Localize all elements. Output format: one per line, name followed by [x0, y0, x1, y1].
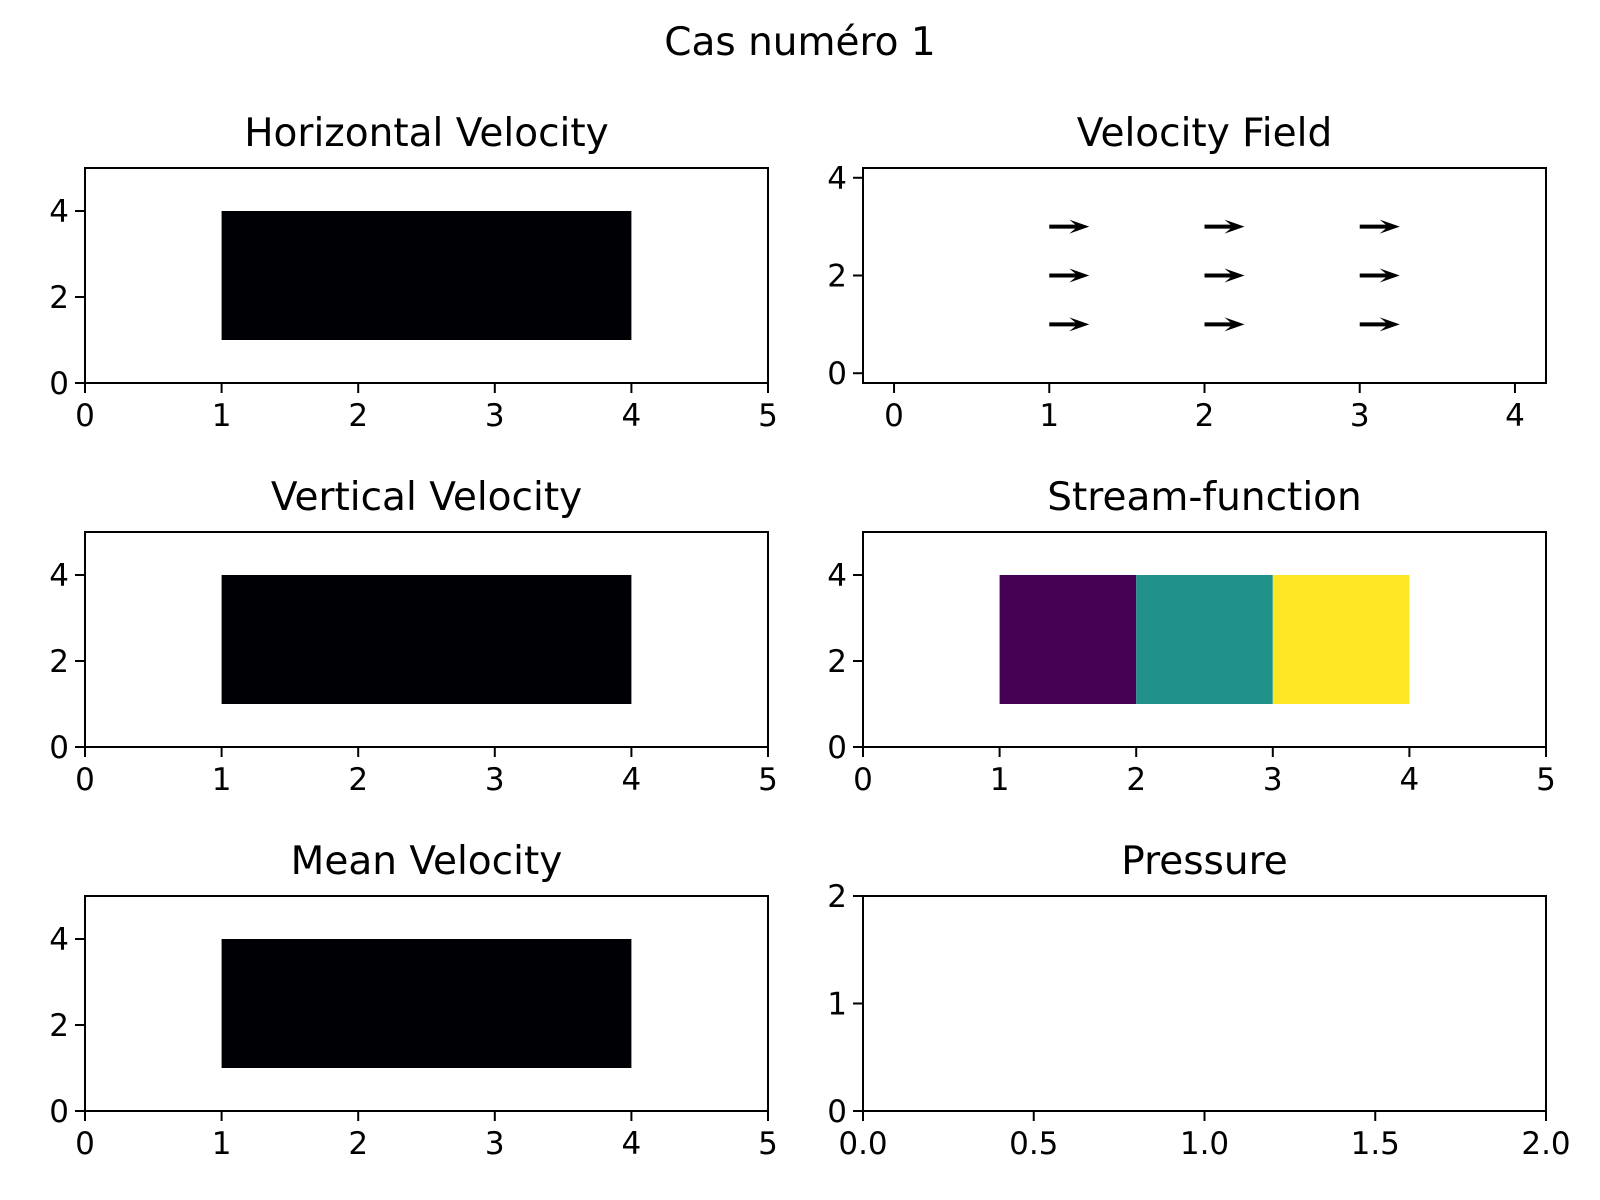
- heatmap-cell-stream-function-0: [999, 575, 1137, 704]
- x-tick-label-vertical-velocity: 2: [348, 762, 368, 798]
- y-tick-label-mean-velocity: 4: [49, 922, 69, 958]
- axes-frame-vertical-velocity: [84, 531, 769, 748]
- x-tick-label-stream-function: 1: [990, 762, 1010, 798]
- axes-frame-mean-velocity: [84, 895, 769, 1112]
- velocity-arrow-8: [1359, 219, 1400, 234]
- velocity-arrow-2: [1359, 317, 1400, 332]
- x-tick-label-velocity-field: 1: [1039, 398, 1059, 434]
- x-tick-label-vertical-velocity: 3: [485, 762, 505, 798]
- y-tick-label-stream-function: 2: [827, 644, 847, 680]
- y-tick-label-horizontal-velocity: 4: [49, 194, 69, 230]
- x-tick-label-mean-velocity: 5: [758, 1126, 778, 1162]
- velocity-arrow-5: [1359, 268, 1400, 283]
- x-tick-label-stream-function: 5: [1536, 762, 1556, 798]
- panel-title-mean-velocity: Mean Velocity: [291, 839, 563, 884]
- x-tick-label-mean-velocity: 1: [212, 1126, 232, 1162]
- y-tick-label-mean-velocity: 0: [49, 1094, 69, 1130]
- y-tick-label-velocity-field: 0: [827, 356, 847, 392]
- heatmap-cell-vertical-velocity-0: [221, 575, 632, 704]
- y-tick-label-stream-function: 4: [827, 558, 847, 594]
- panel-title-horizontal-velocity: Horizontal Velocity: [244, 111, 609, 156]
- velocity-arrow-7: [1204, 219, 1245, 234]
- plot-area-pressure: [863, 896, 1546, 1111]
- figure-suptitle: Cas numéro 1: [664, 20, 936, 65]
- axes-frame-stream-function: [862, 531, 1547, 748]
- x-tick-label-vertical-velocity: 5: [758, 762, 778, 798]
- x-tick-label-horizontal-velocity: 3: [485, 398, 505, 434]
- velocity-arrow-1: [1204, 317, 1245, 332]
- x-tick-label-pressure: 1.0: [1180, 1126, 1229, 1162]
- x-tick-label-mean-velocity: 4: [622, 1126, 642, 1162]
- y-tick-label-velocity-field: 4: [827, 161, 847, 197]
- y-tick-label-vertical-velocity: 2: [49, 644, 69, 680]
- heatmap-cell-stream-function-2: [1272, 575, 1410, 704]
- x-tick-label-vertical-velocity: 1: [212, 762, 232, 798]
- x-tick-label-stream-function: 3: [1263, 762, 1283, 798]
- x-tick-label-mean-velocity: 0: [75, 1126, 95, 1162]
- x-tick-label-horizontal-velocity: 4: [622, 398, 642, 434]
- heatmap-cell-mean-velocity-0: [221, 939, 632, 1068]
- x-tick-label-pressure: 1.5: [1351, 1126, 1400, 1162]
- panel-title-vertical-velocity: Vertical Velocity: [271, 475, 582, 520]
- x-tick-label-horizontal-velocity: 1: [212, 398, 232, 434]
- panel-stream-function: Stream-function 0 1 2 3 4 5 0 2 4: [827, 475, 1556, 798]
- x-tick-label-vertical-velocity: 0: [75, 762, 95, 798]
- x-tick-label-horizontal-velocity: 2: [348, 398, 368, 434]
- x-tick-label-velocity-field: 0: [884, 398, 904, 434]
- x-tick-label-velocity-field: 3: [1350, 398, 1370, 434]
- y-tick-label-velocity-field: 2: [827, 259, 847, 295]
- y-tick-label-pressure: 2: [827, 879, 847, 915]
- x-tick-label-pressure: 0.5: [1009, 1126, 1058, 1162]
- panel-title-velocity-field: Velocity Field: [1077, 111, 1332, 156]
- x-tick-label-pressure: 2.0: [1521, 1126, 1570, 1162]
- x-tick-label-vertical-velocity: 4: [622, 762, 642, 798]
- velocity-arrow-6: [1049, 219, 1090, 234]
- panel-title-pressure: Pressure: [1121, 839, 1288, 884]
- x-tick-label-mean-velocity: 2: [348, 1126, 368, 1162]
- x-tick-label-velocity-field: 4: [1505, 398, 1525, 434]
- y-tick-label-vertical-velocity: 4: [49, 558, 69, 594]
- panel-horizontal-velocity: Horizontal Velocity 0 1 2 3 4 5 0 2 4: [49, 111, 778, 434]
- heatmap-cell-stream-function-1: [1136, 575, 1273, 704]
- y-tick-label-horizontal-velocity: 0: [49, 366, 69, 402]
- y-tick-label-vertical-velocity: 0: [49, 730, 69, 766]
- y-tick-label-pressure: 1: [827, 987, 847, 1023]
- x-tick-label-stream-function: 4: [1400, 762, 1420, 798]
- panel-mean-velocity: Mean Velocity 0 1 2 3 4 5 0 2 4: [49, 839, 778, 1162]
- x-tick-label-stream-function: 2: [1126, 762, 1146, 798]
- panel-velocity-field: Velocity Field 0 1 2 3 4 0 2 4: [827, 111, 1547, 434]
- x-tick-label-pressure: 0.0: [838, 1126, 887, 1162]
- velocity-arrow-0: [1049, 317, 1090, 332]
- axes-frame-horizontal-velocity: [84, 167, 769, 384]
- y-tick-label-horizontal-velocity: 2: [49, 280, 69, 316]
- velocity-arrow-4: [1204, 268, 1245, 283]
- panel-vertical-velocity: Vertical Velocity 0 1 2 3 4 5 0 2 4: [49, 475, 778, 798]
- heatmap-cell-horizontal-velocity-0: [221, 211, 632, 340]
- x-tick-label-horizontal-velocity: 5: [758, 398, 778, 434]
- y-tick-label-pressure: 0: [827, 1094, 847, 1130]
- x-tick-label-stream-function: 0: [853, 762, 873, 798]
- x-tick-label-velocity-field: 2: [1195, 398, 1215, 434]
- panel-title-stream-function: Stream-function: [1047, 475, 1362, 520]
- panel-pressure: Pressure 0.0 0.5 1.0 1.5 2.0 0 1 2: [827, 839, 1570, 1162]
- x-tick-label-mean-velocity: 3: [485, 1126, 505, 1162]
- x-tick-label-horizontal-velocity: 0: [75, 398, 95, 434]
- velocity-arrow-3: [1049, 268, 1090, 283]
- y-tick-label-stream-function: 0: [827, 730, 847, 766]
- y-tick-label-mean-velocity: 2: [49, 1008, 69, 1044]
